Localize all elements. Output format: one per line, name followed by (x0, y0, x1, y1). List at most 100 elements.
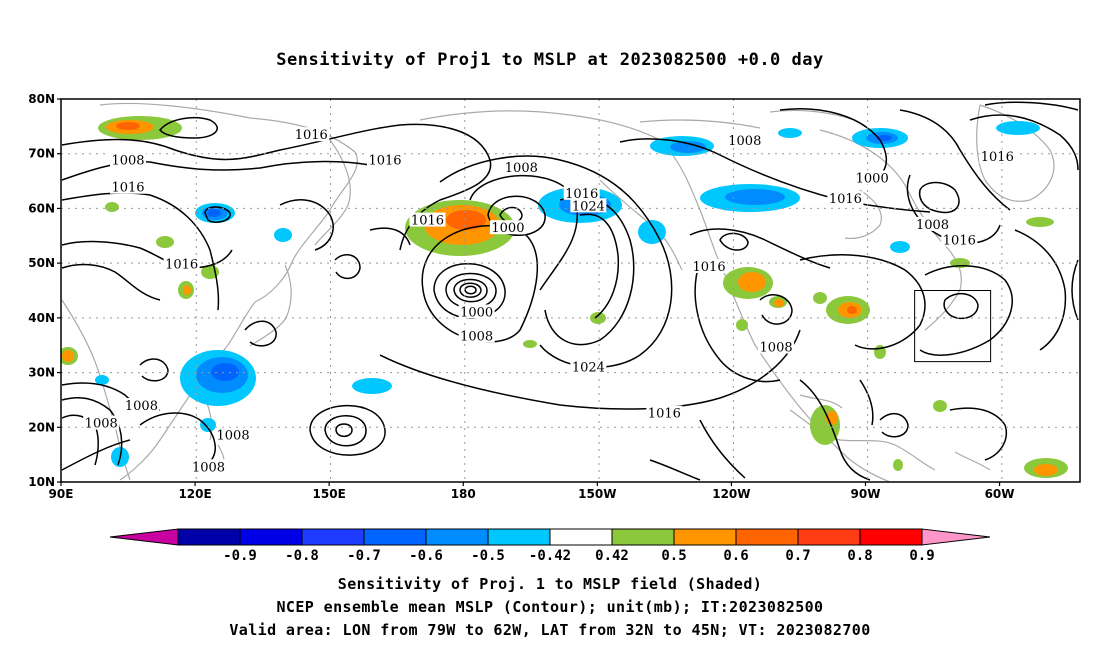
caption-contour: NCEP ensemble mean MSLP (Contour); unit(… (276, 598, 824, 616)
contour-label-bg (215, 427, 252, 442)
contour-label: 1016 (829, 192, 862, 207)
lon-tick-label: 60W (985, 487, 1015, 501)
map-title: Sensitivity of Proj1 to MSLP at 20230825… (276, 50, 824, 70)
lat-tick-label: 70N (28, 147, 55, 161)
contour-label: 1008 (125, 399, 158, 414)
lat-tick-label: 50N (28, 256, 55, 270)
contour-label: 1000 (460, 305, 493, 320)
contour-label: 1008 (217, 429, 250, 444)
contour-label: 1016 (565, 187, 598, 202)
map-frame (60, 98, 1081, 483)
caption-valid-area: Valid area: LON from 79W to 62W, LAT fro… (229, 621, 871, 639)
colorbar-label: 0.7 (785, 548, 810, 564)
contour-label: 1008 (85, 417, 118, 432)
contour-label: 1016 (165, 257, 198, 272)
lon-tick-label: 120E (178, 487, 211, 501)
contour-label: 1008 (460, 330, 493, 345)
contour-label-bg (646, 405, 683, 420)
lon-tick-label: 90E (49, 487, 74, 501)
contour-label: 1008 (916, 218, 949, 233)
colorbar-bin (239, 528, 303, 546)
colorbar-bin (363, 528, 427, 546)
lat-tick-label: 40N (28, 311, 55, 325)
contour-label-bg (503, 160, 540, 175)
colorbar-bin (301, 528, 365, 546)
colorbar-bin (735, 528, 799, 546)
coastlines (61, 102, 1055, 482)
contour-label-bg (110, 179, 147, 194)
colorbar-bin (177, 528, 241, 546)
contour-label-bg (458, 304, 495, 319)
colorbar-label: -0.6 (409, 548, 443, 564)
colorbar-label: 0.8 (847, 548, 872, 564)
mslp-contours (61, 101, 1079, 481)
lat-tick-label: 30N (28, 366, 55, 380)
contour-label: 1016 (411, 214, 444, 229)
contour-label-bg (570, 359, 607, 374)
contour-label-bg (123, 398, 160, 413)
contour-label-bg (941, 232, 978, 247)
contour-label: 1008 (760, 340, 793, 355)
lon-tick-label: 120W (712, 487, 750, 501)
lat-axis: 80N 70N 60N 50N 40N 30N 20N 10N (28, 92, 61, 489)
colorbar-label: -0.5 (471, 548, 505, 564)
contour-label: 1016 (295, 128, 328, 143)
contour-label: 1000 (491, 221, 524, 236)
lat-tick-label: 80N (28, 92, 55, 106)
contour-label: 1016 (693, 260, 726, 275)
colorbar-label: 0.9 (909, 548, 934, 564)
caption-shaded: Sensitivity of Proj. 1 to MSLP field (Sh… (337, 575, 763, 593)
contour-label: 1000 (856, 171, 889, 186)
colorbar-label: -0.42 (529, 548, 571, 564)
colorbar-end-low (109, 528, 179, 546)
contour-label: 1024 (572, 361, 605, 376)
colorbar-label: -0.9 (223, 548, 257, 564)
colorbar-bin (673, 528, 737, 546)
contour-label-bg (570, 198, 607, 213)
colorbar-label: -0.7 (347, 548, 381, 564)
contour-label-bg (563, 185, 600, 200)
colorbar-bin (859, 528, 923, 546)
lon-axis: 90E 120E 150E 180 150W 120W 90W 60W (49, 482, 1015, 501)
contour-label-bg (367, 152, 404, 167)
contour-label: 1008 (192, 460, 225, 475)
contour-label: 1016 (943, 233, 976, 248)
contour-label: 1016 (368, 153, 401, 168)
lon-tick-label: 180 (451, 487, 476, 501)
colorbar-label: 0.42 (595, 548, 629, 564)
lat-tick-label: 10N (28, 475, 55, 489)
valid-area-box (914, 290, 992, 363)
contour-label-bg (110, 152, 147, 167)
contour-label-bg (726, 133, 763, 148)
contour-label-bg (489, 220, 526, 235)
contour-label: 1008 (111, 153, 144, 168)
lat-tick-label: 60N (28, 201, 55, 215)
lon-tick-label: 90W (851, 487, 881, 501)
contour-label-bg (163, 256, 200, 271)
contour-label-bg (827, 191, 864, 206)
contour-label: 1008 (505, 161, 538, 176)
contour-label-bg (83, 415, 120, 430)
lat-tick-label: 20N (28, 420, 55, 434)
colorbar-bin (425, 528, 489, 546)
colorbar-bin (797, 528, 861, 546)
contour-label-bg (979, 149, 1016, 164)
colorbar-bin (611, 528, 675, 546)
contour-label-bg (854, 170, 891, 185)
contour-label: 1016 (111, 181, 144, 196)
contour-label-bg (691, 259, 728, 274)
contour-label: 1016 (648, 407, 681, 422)
lon-tick-label: 150W (578, 487, 616, 501)
contour-label: 1016 (981, 150, 1014, 165)
contour-label-bg (293, 127, 330, 142)
colorbar-bin (487, 528, 551, 546)
colorbar: -0.9 -0.8 -0.7 -0.6 -0.5 -0.42 0.42 0.5 0.6 0.7 0.… (109, 528, 991, 564)
contour-label-bg (758, 339, 795, 354)
contour-label-bg (914, 216, 951, 231)
contour-label-bg (409, 212, 446, 227)
lon-tick-label: 150E (313, 487, 346, 501)
contour-label: 1024 (572, 199, 605, 214)
colorbar-bin (549, 528, 613, 546)
